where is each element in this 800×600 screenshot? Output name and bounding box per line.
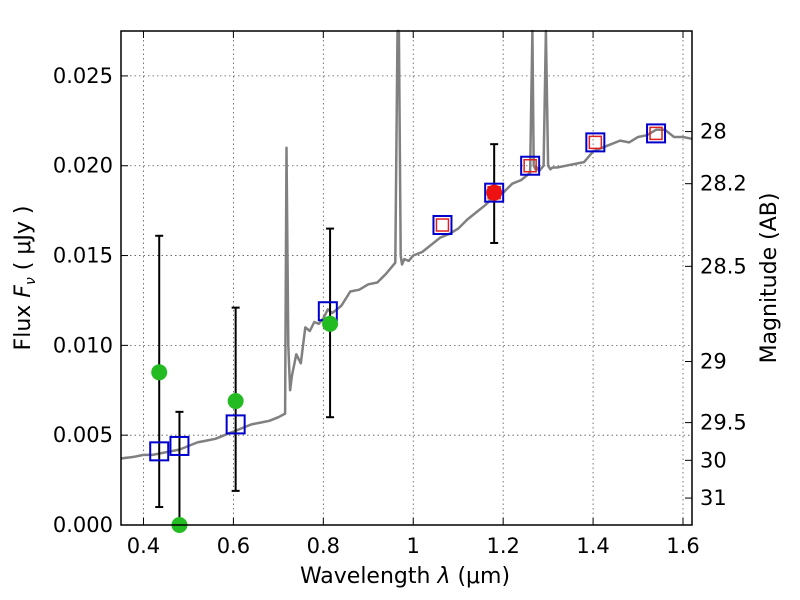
- y-tick-label: 0.015: [53, 244, 113, 268]
- y-tick-label: 0.020: [53, 154, 113, 178]
- model-square-inner: [588, 135, 603, 150]
- observed-point: [227, 393, 244, 410]
- x-axis-title: Wavelength λ (μm): [300, 564, 510, 589]
- observed-point: [486, 184, 503, 201]
- right-axis-title: Magnitude (AB): [757, 193, 782, 364]
- x-tick-label: 1.2: [486, 534, 519, 558]
- model-square: [225, 414, 246, 435]
- right-tick-label: 30: [700, 448, 727, 472]
- y-tick-label: 0.005: [53, 423, 113, 447]
- y-axis-title: Flux Fν ( μJy ): [11, 206, 39, 351]
- model-square: [646, 123, 667, 144]
- observed-point: [322, 315, 339, 332]
- y-tick-label: 0.025: [53, 64, 113, 88]
- y-tick-labels: 0.000 0.005 0.010 0.015 0.020 0.025: [53, 64, 113, 537]
- y-tick-label: 0.000: [53, 513, 113, 537]
- model-square: [585, 132, 606, 153]
- right-tick-label: 31: [700, 486, 727, 510]
- right-tick-labels: 28 28.2 28.5 29 29.5 30 31: [700, 120, 747, 510]
- x-tick-labels: 0.4 0.6 0.8 1 1.2 1.4 1.6: [127, 534, 700, 558]
- x-tick-label: 1.6: [666, 534, 699, 558]
- errorbar-layer: [155, 143, 499, 526]
- model-square-inner: [649, 126, 663, 141]
- model-square: [149, 441, 170, 462]
- model-square-inner: [435, 218, 450, 232]
- right-tick-label: 29: [700, 350, 727, 374]
- x-tick-label: 1: [407, 534, 420, 558]
- observed-point: [151, 364, 168, 381]
- model-square: [169, 435, 190, 456]
- plot-frame: [120, 30, 693, 526]
- x-tick-label: 1.4: [576, 534, 609, 558]
- model-square: [432, 215, 453, 236]
- right-tick-label: 29.5: [700, 411, 747, 435]
- model-square: [520, 155, 541, 176]
- gridlines: [121, 31, 692, 526]
- spectrum-line: [120, 29, 693, 460]
- x-tick-label: 0.8: [307, 534, 340, 558]
- model-square: [484, 182, 505, 203]
- marker-layer: [149, 123, 667, 533]
- model-square-inner: [523, 158, 537, 173]
- x-tick-label: 0.6: [217, 534, 250, 558]
- right-tick-label: 28: [700, 120, 727, 144]
- spectrum-layer: [120, 29, 693, 460]
- right-tick-label: 28.2: [700, 172, 747, 196]
- y-tick-label: 0.010: [53, 333, 113, 357]
- x-tick-label: 0.4: [127, 534, 160, 558]
- right-tick-label: 28.5: [700, 254, 747, 278]
